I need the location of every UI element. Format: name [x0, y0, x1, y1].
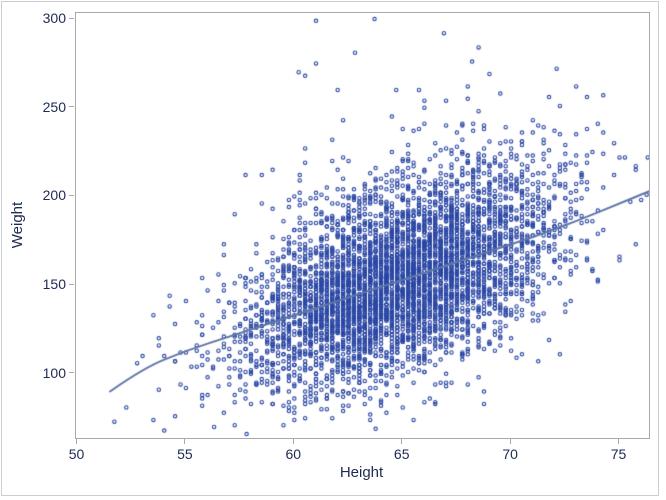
x-tick-label: 65 — [393, 446, 410, 462]
x-tick-label: 60 — [285, 446, 302, 462]
x-tick-label: 50 — [68, 446, 85, 462]
x-tick-mark — [184, 439, 186, 444]
x-tick-label: 55 — [177, 446, 193, 462]
x-tick-mark — [401, 439, 403, 444]
y-tick-mark — [69, 372, 74, 374]
x-tick-mark — [292, 439, 294, 444]
x-tick-mark — [618, 439, 619, 444]
y-tick-label: 250 — [42, 98, 66, 115]
y-tick-mark — [69, 283, 74, 285]
x-tick-label: 75 — [610, 446, 627, 462]
x-axis-label: Height — [339, 464, 384, 481]
x-tick-mark — [509, 439, 511, 444]
x-tick-label: 70 — [502, 446, 518, 462]
plot-area — [75, 12, 650, 439]
y-tick-mark — [69, 106, 74, 108]
y-tick-mark — [69, 194, 74, 196]
y-tick-label: 150 — [42, 276, 66, 293]
scatter-canvas — [76, 13, 649, 438]
x-tick-mark — [76, 439, 78, 444]
y-tick-label: 100 — [42, 364, 66, 381]
y-tick-label: 200 — [42, 187, 66, 204]
y-tick-mark — [69, 17, 74, 19]
y-tick-label: 300 — [42, 10, 66, 27]
y-axis-label: Weight — [9, 201, 26, 249]
